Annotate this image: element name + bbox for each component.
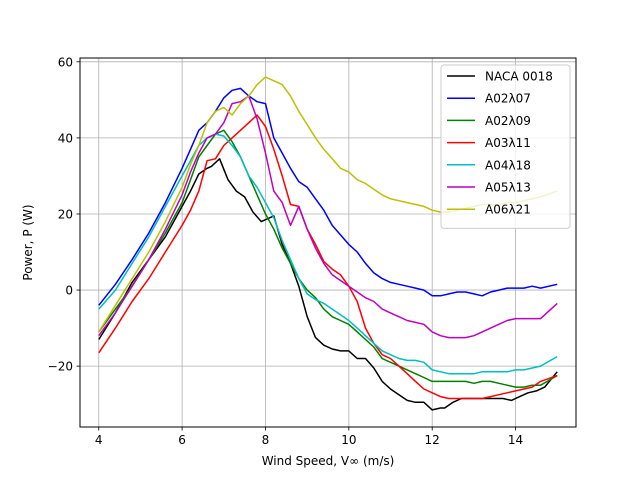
series-line-5 (98, 95, 558, 339)
legend-entry-label: A05λ13 (485, 181, 531, 195)
x-tick-label: 4 (95, 433, 103, 447)
legend-entry-label: A03λ11 (485, 136, 531, 150)
x-tick-label: 12 (425, 433, 440, 447)
y-tick-label: −20 (48, 360, 73, 374)
y-tick-label: 20 (58, 207, 73, 221)
y-axis-label: Power, P (W) (21, 204, 35, 280)
y-tick-label: 0 (65, 284, 73, 298)
x-tick-label: 8 (262, 433, 270, 447)
x-tick-label: 6 (178, 433, 186, 447)
series-line-2 (98, 129, 558, 388)
legend-entry-label: A02λ07 (485, 92, 531, 106)
plot-area-frame (79, 57, 577, 428)
legend-entry-label: A04λ18 (485, 158, 531, 172)
y-tick-label: 40 (58, 131, 73, 145)
series-line-3 (98, 114, 558, 400)
axis-ticks: 4 6 8 10 12 14 −20 0 20 40 60 (48, 55, 524, 447)
legend-entry-label: NACA 0018 (485, 70, 553, 84)
x-tick-label: 14 (508, 433, 523, 447)
legend-entry-label: A02λ09 (485, 114, 531, 128)
y-tick-label: 60 (58, 55, 73, 69)
x-axis-label: Wind Speed, V∞ (m/s) (262, 454, 395, 468)
legend: NACA 0018 A02λ07 A02λ09 A03λ11 A04λ18 A05λ13 A… (440, 64, 571, 229)
x-tick-label: 10 (341, 433, 356, 447)
legend-entry-label: A06λ21 (485, 203, 531, 217)
series-lines (98, 76, 558, 411)
